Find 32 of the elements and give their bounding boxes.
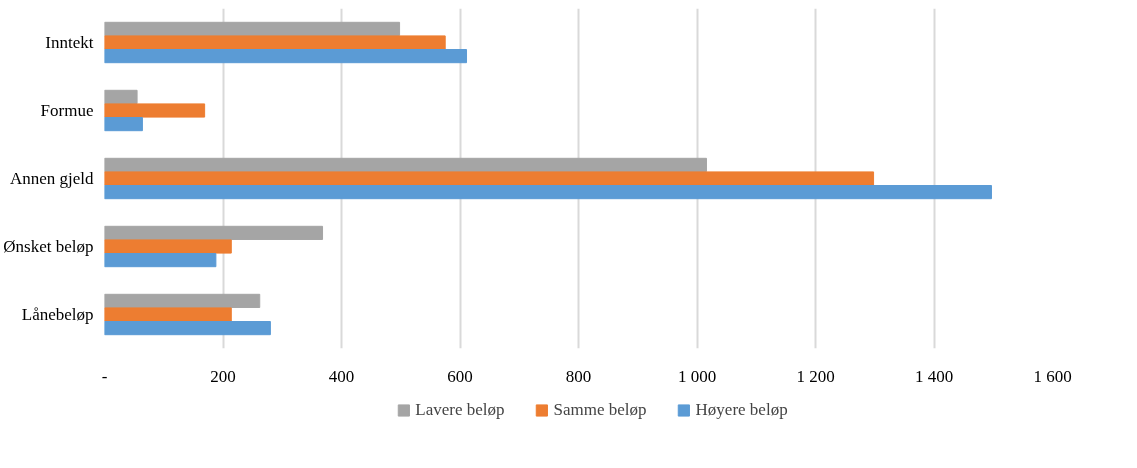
- bar: [104, 321, 271, 336]
- x-tick-label: 1 200: [796, 366, 835, 386]
- x-tick-label: 800: [565, 366, 592, 386]
- y-tick-label: Formue: [40, 101, 94, 120]
- bar: [104, 89, 138, 104]
- bar: [104, 103, 206, 118]
- y-tick-label: Ønsket beløp: [3, 237, 94, 256]
- legend-label: Lavere beløp: [415, 400, 505, 420]
- x-tick-label: -: [101, 366, 108, 386]
- bar: [104, 35, 446, 50]
- x-tick-label: 400: [328, 366, 355, 386]
- bar: [104, 185, 992, 200]
- bar: [104, 225, 324, 240]
- x-tick-label: 1 000: [677, 366, 717, 386]
- x-tick-label: 1 600: [1033, 366, 1072, 386]
- y-tick-label: Inntekt: [45, 33, 94, 52]
- bar: [104, 21, 401, 36]
- bar: [104, 293, 261, 308]
- bar: [104, 253, 217, 268]
- bar: [104, 307, 232, 322]
- legend-label: Samme beløp: [553, 400, 647, 420]
- x-tick-label: 600: [447, 366, 473, 386]
- y-tick-label: Annen gjeld: [9, 169, 94, 188]
- bar: [104, 239, 232, 254]
- x-tick-label: 1 400: [914, 366, 954, 386]
- bar: [104, 117, 143, 132]
- y-tick-label: Lånebeløp: [21, 305, 94, 324]
- bar: [104, 157, 707, 172]
- legend-label: Høyere beløp: [695, 400, 788, 420]
- x-tick-label: 200: [210, 366, 236, 386]
- bar: [104, 171, 875, 186]
- bar: [104, 49, 468, 64]
